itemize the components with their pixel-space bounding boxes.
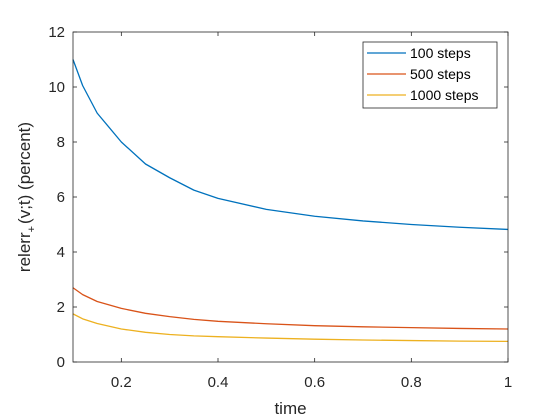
- x-tick-label: 0.6: [304, 374, 325, 391]
- x-axis-label: time: [274, 399, 306, 418]
- y-axis-label: relerr+ (v;t) (percent): [15, 122, 38, 272]
- series-line-2: [72, 287, 509, 330]
- series-line-1: [72, 59, 509, 231]
- x-tick-label: 0.4: [208, 374, 229, 391]
- y-axis-label-main: relerr: [15, 232, 34, 272]
- y-tick-label: 10: [48, 79, 65, 96]
- y-tick-label: 2: [57, 299, 65, 316]
- y-tick-label: 12: [48, 24, 65, 41]
- legend-label-1: 100 steps: [410, 45, 471, 61]
- x-tick-label: 1: [504, 374, 512, 391]
- x-tick-label: 0.2: [111, 374, 132, 391]
- y-axis-label-subscript: +: [26, 226, 38, 232]
- y-tick-label: 4: [57, 244, 65, 261]
- series-lines: [72, 59, 509, 343]
- x-axis-ticks: 0.2 0.4 0.6 0.8 1: [111, 32, 512, 391]
- y-axis-label-rest: (v;t) (percent): [15, 122, 34, 224]
- y-axis-ticks: 0 2 4 6 8 10 12: [48, 24, 508, 371]
- y-tick-label: 8: [57, 134, 65, 151]
- x-tick-label: 0.8: [401, 374, 422, 391]
- legend-label-3: 1000 steps: [410, 87, 479, 103]
- y-tick-label: 0: [57, 354, 65, 371]
- legend-label-2: 500 steps: [410, 66, 471, 82]
- y-tick-label: 6: [57, 189, 65, 206]
- series-line-3: [72, 313, 509, 343]
- legend: 100 steps 500 steps 1000 steps: [362, 41, 498, 109]
